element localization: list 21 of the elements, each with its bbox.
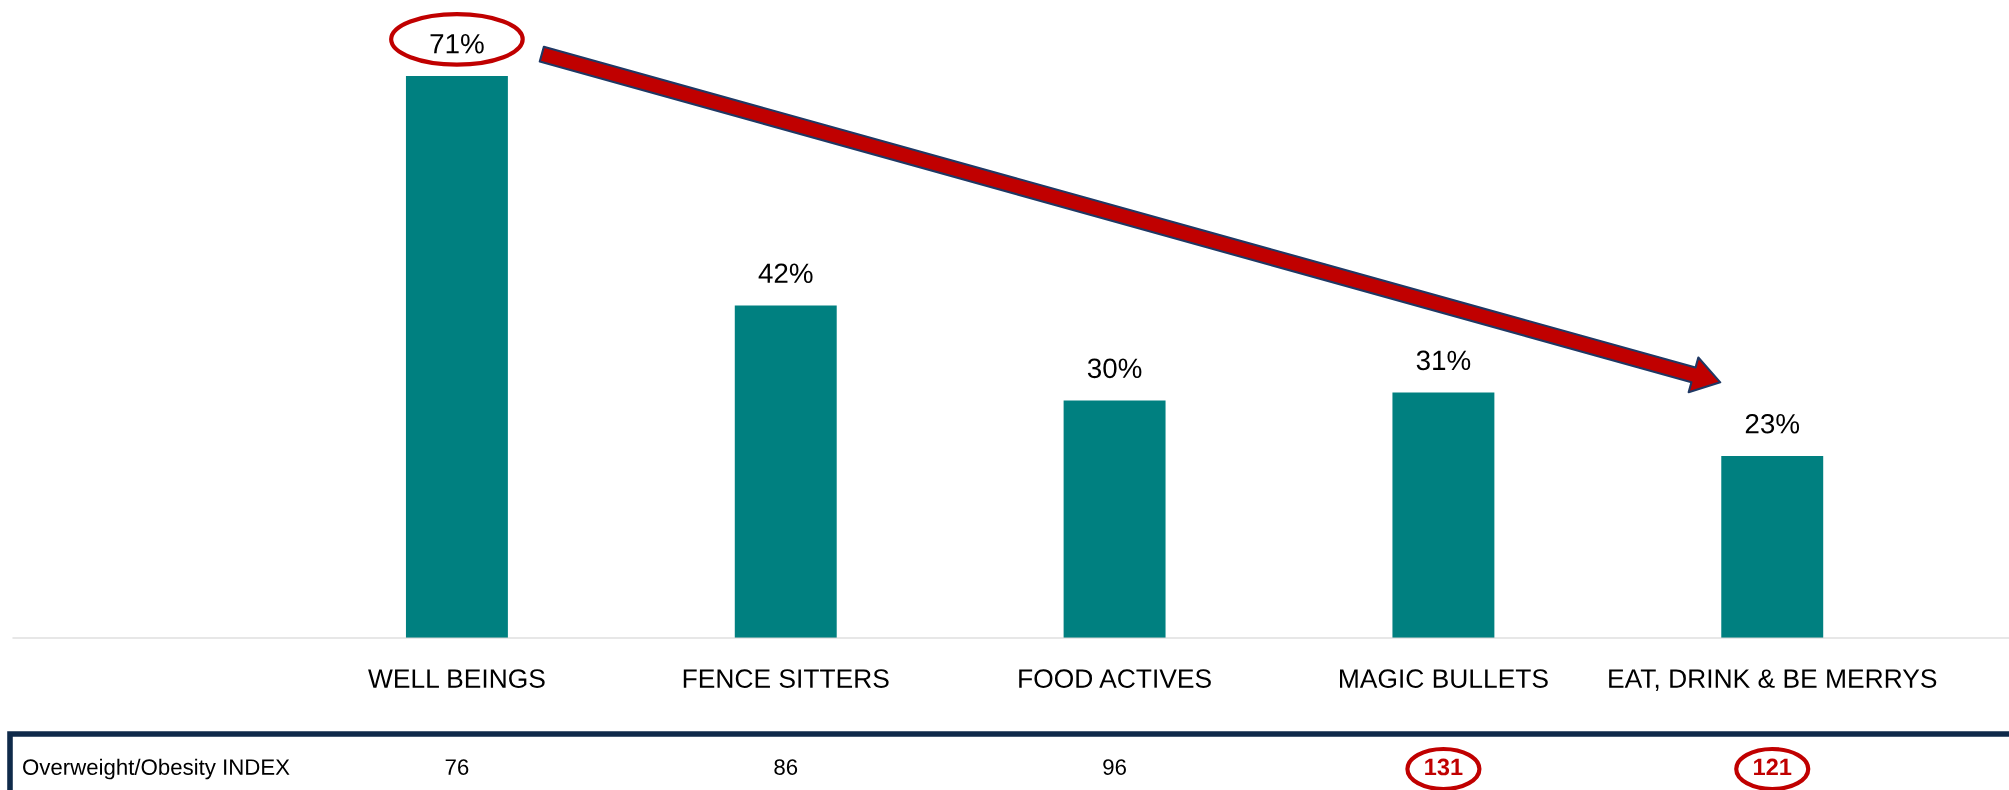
x-tick-label: EAT, DRINK & BE MERRYS [1609, 669, 1937, 692]
data-label: 30% [1087, 358, 1142, 379]
data-label: 71% [430, 33, 484, 54]
data-label: 42% [758, 263, 813, 284]
x-tick-label: MAGIC BULLETS [1340, 669, 1548, 688]
text: 121 [1754, 758, 1792, 776]
text: 131 [1425, 758, 1463, 776]
data-label: 31% [1416, 350, 1471, 371]
bar [1721, 455, 1824, 638]
x-tick-label: FENCE SITTERS [683, 669, 889, 688]
text: 96 [1103, 759, 1126, 775]
text: 86 [774, 759, 798, 775]
x-tick-label: FOOD ACTIVES [1019, 669, 1211, 688]
x-tick-label: WELL BEINGS [368, 669, 545, 688]
text: Overweight/Obesity INDEX [23, 758, 290, 780]
bar [1392, 392, 1495, 638]
bar [405, 75, 508, 638]
bar [734, 305, 837, 638]
bar [1063, 400, 1166, 638]
data-label: 23% [1745, 413, 1800, 434]
text: 76 [445, 759, 469, 775]
